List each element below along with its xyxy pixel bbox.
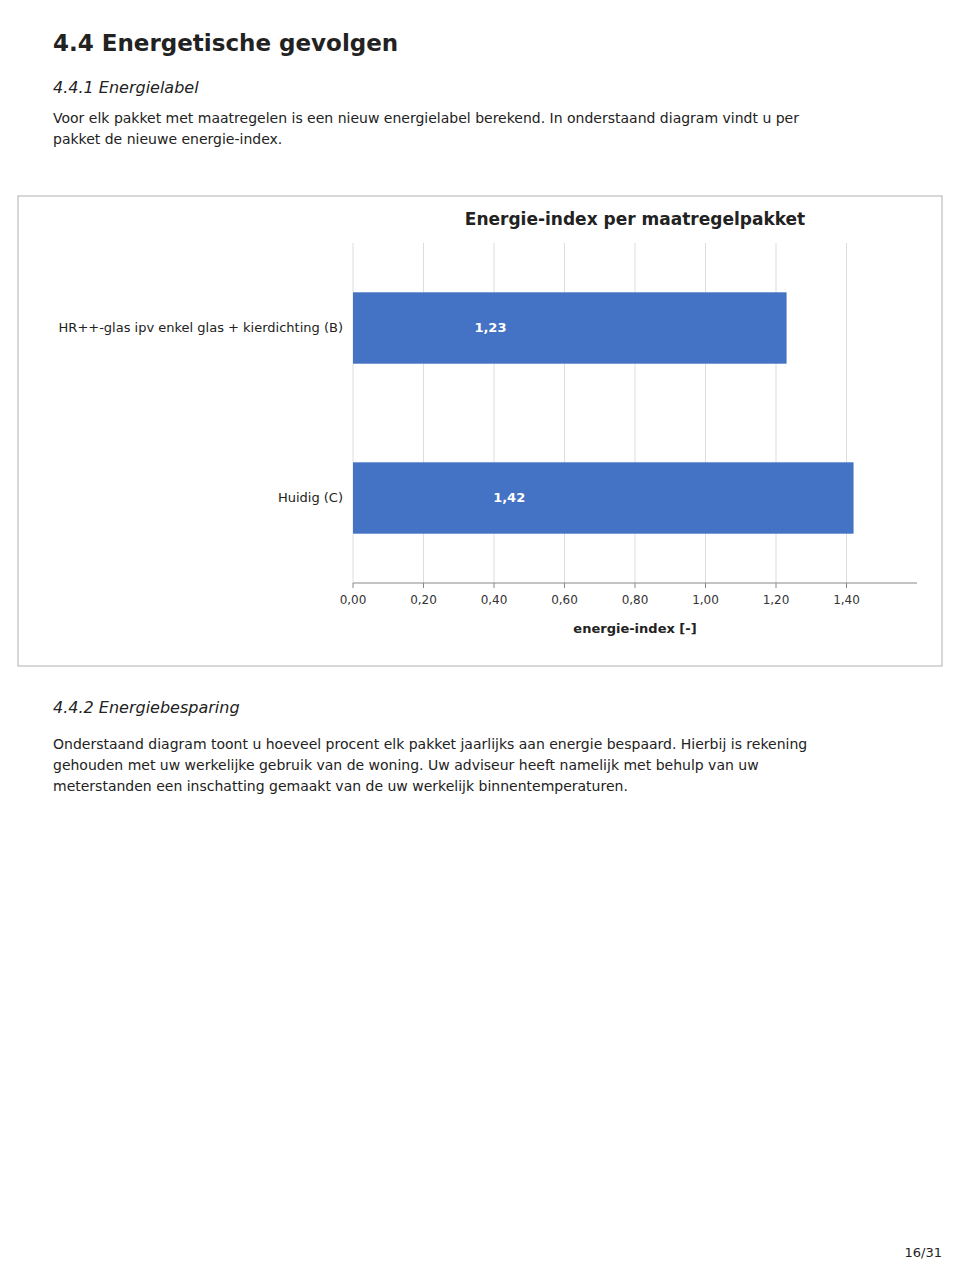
- tick-label: 1,00: [692, 593, 719, 607]
- tick-label: 0,00: [340, 593, 367, 607]
- tick-mark: [494, 583, 495, 588]
- bar: [353, 292, 787, 363]
- chart: Energie-index per maatregelpakket 0,00 0,2…: [17, 195, 943, 667]
- chart-border: [18, 196, 942, 666]
- tick-mark: [423, 583, 424, 588]
- tick-mark: [846, 583, 847, 588]
- tick-label: 0,80: [622, 593, 649, 607]
- tick-label: 1,20: [763, 593, 790, 607]
- tick-mark: [353, 583, 354, 588]
- tick-label: 0,40: [481, 593, 508, 607]
- x-axis-line: [353, 583, 917, 584]
- category-label: HR++-glas ipv enkel glas + kierdichting …: [59, 320, 343, 335]
- bar: [353, 462, 854, 533]
- intro-text: Voor elk pakket met maatregelen is een n…: [53, 108, 799, 150]
- x-axis-label: energie-index [-]: [573, 621, 696, 636]
- tick-label: 1,40: [833, 593, 860, 607]
- chart-title: Energie-index per maatregelpakket: [465, 209, 805, 229]
- tick-mark: [705, 583, 706, 588]
- section-header: 4.4.1 Energielabel: [53, 78, 199, 97]
- labels: HR++-glas ipv enkel glas + kierdichting …: [59, 320, 526, 505]
- tick-label: 0,60: [551, 593, 578, 607]
- data-label: 1,23: [474, 320, 506, 335]
- page-header: 4.4 Energetische gevolgen: [53, 30, 398, 56]
- bars: [353, 292, 854, 533]
- body-text: Onderstaand diagram toont u hoeveel proc…: [53, 734, 807, 797]
- tick-mark: [635, 583, 636, 588]
- data-label: 1,42: [493, 490, 525, 505]
- tick-mark: [776, 583, 777, 588]
- category-label: Huidig (C): [278, 490, 343, 505]
- page-number: 16/31: [905, 1245, 942, 1260]
- tick-mark: [564, 583, 565, 588]
- section-header: 4.4.2 Energiebesparing: [53, 698, 240, 717]
- tick-label: 0,20: [410, 593, 437, 607]
